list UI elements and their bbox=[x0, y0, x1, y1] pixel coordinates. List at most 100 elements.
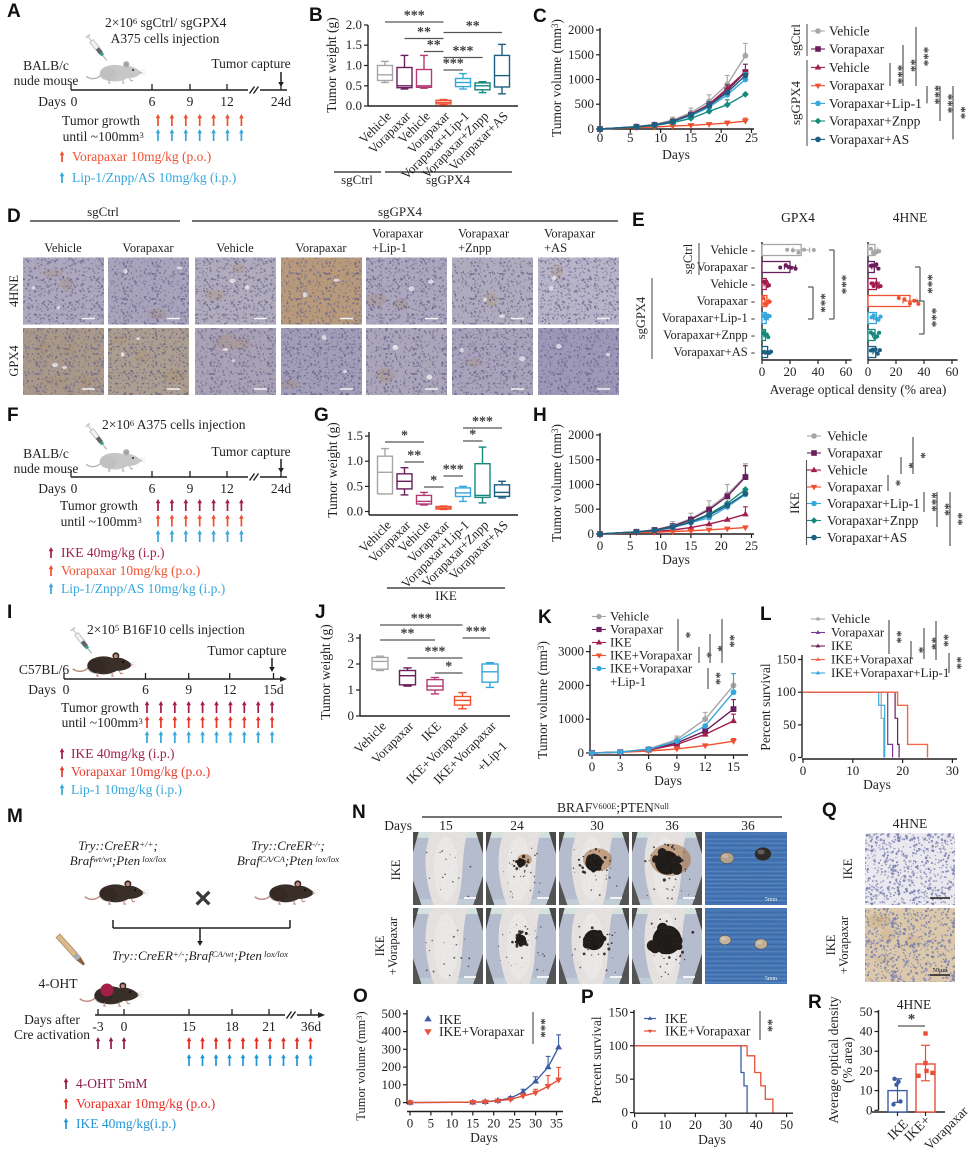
svg-text:***: *** bbox=[814, 293, 829, 313]
svg-text:0: 0 bbox=[790, 750, 797, 765]
svg-text:Days after: Days after bbox=[24, 1012, 80, 1027]
svg-text:0.0: 0.0 bbox=[346, 98, 362, 113]
svg-text:Lip-1 10mg/kg (i.p.): Lip-1 10mg/kg (i.p.) bbox=[71, 782, 182, 797]
svg-text:sgCtrl: sgCtrl bbox=[87, 204, 119, 219]
svg-text:Tumor weight (g): Tumor weight (g) bbox=[324, 17, 339, 113]
svg-text:100: 100 bbox=[609, 1038, 629, 1053]
svg-text:0: 0 bbox=[865, 364, 872, 379]
svg-text:Tumor volume (mm3): Tumor volume (mm3) bbox=[535, 641, 550, 759]
svg-text:Lip-1/Znpp/AS 10mg/kg (i.p.): Lip-1/Znpp/AS 10mg/kg (i.p.) bbox=[61, 581, 225, 596]
svg-text:Percent survival: Percent survival bbox=[758, 663, 773, 751]
svg-text:*: * bbox=[908, 1012, 916, 1028]
svg-text:40: 40 bbox=[750, 1117, 763, 1132]
svg-text:25: 25 bbox=[745, 130, 758, 145]
svg-text:Tumor volume (mm3): Tumor volume (mm3) bbox=[354, 1011, 368, 1120]
svg-text:24: 24 bbox=[510, 818, 524, 833]
svg-text:Days: Days bbox=[384, 818, 412, 833]
svg-text:+Lip-1: +Lip-1 bbox=[610, 674, 646, 689]
svg-text:IKE: IKE bbox=[439, 1012, 462, 1027]
svg-text:IKE+Vorapaxar: IKE+Vorapaxar bbox=[831, 652, 914, 667]
svg-text:0: 0 bbox=[800, 763, 807, 778]
svg-text:30: 30 bbox=[946, 763, 959, 778]
svg-text:***: *** bbox=[917, 47, 932, 67]
svg-text:IKE+Vorapaxar: IKE+Vorapaxar bbox=[610, 661, 693, 676]
svg-text:36d: 36d bbox=[301, 1019, 322, 1034]
svg-text:6: 6 bbox=[645, 759, 652, 774]
svg-text:until ~100mm: until ~100mm bbox=[63, 129, 140, 144]
svg-text:sgCtrl: sgCtrl bbox=[341, 172, 373, 187]
svg-text:Vehicle: Vehicle bbox=[44, 241, 82, 255]
svg-text:12: 12 bbox=[220, 481, 234, 496]
svg-text:***: *** bbox=[921, 274, 936, 294]
svg-text:Vorapaxar 10mg/kg (p.o.): Vorapaxar 10mg/kg (p.o.) bbox=[76, 1096, 215, 1111]
svg-text:*: * bbox=[445, 660, 452, 675]
svg-text:***: *** bbox=[453, 44, 474, 59]
svg-text:2×106 A375 cells injection: 2×106 A375 cells injection bbox=[102, 417, 246, 432]
svg-text:Vorapaxar+Znpp: Vorapaxar+Znpp bbox=[827, 513, 919, 528]
svg-text:6: 6 bbox=[149, 94, 156, 109]
svg-text:30: 30 bbox=[860, 1043, 873, 1058]
svg-text:BALB/c: BALB/c bbox=[23, 446, 69, 461]
svg-text:*: * bbox=[902, 462, 917, 469]
svg-text:P: P bbox=[581, 987, 594, 1008]
svg-text:5: 5 bbox=[627, 130, 634, 145]
svg-text:IKE: IKE bbox=[787, 492, 802, 514]
svg-text:**: ** bbox=[938, 503, 953, 516]
svg-text:Vorapaxar: Vorapaxar bbox=[544, 227, 596, 241]
svg-text:sgGPX4: sgGPX4 bbox=[634, 296, 648, 339]
svg-text:Vorapaxar+Znpp -: Vorapaxar+Znpp - bbox=[663, 328, 755, 342]
svg-text:***: *** bbox=[425, 645, 446, 660]
svg-text:Days: Days bbox=[698, 1132, 726, 1147]
svg-text:60: 60 bbox=[840, 364, 853, 379]
svg-text:**: ** bbox=[937, 634, 952, 647]
svg-text:Vorapaxar -: Vorapaxar - bbox=[697, 260, 755, 274]
svg-text:Vorapaxar: Vorapaxar bbox=[831, 625, 885, 640]
svg-text:Vorapaxar: Vorapaxar bbox=[829, 78, 885, 93]
svg-text:Days: Days bbox=[470, 1130, 498, 1145]
svg-text:Vorapaxar: Vorapaxar bbox=[122, 241, 174, 255]
svg-text:500: 500 bbox=[575, 501, 595, 516]
svg-text:**: ** bbox=[407, 449, 421, 464]
svg-text:***: *** bbox=[472, 415, 493, 430]
svg-text:50: 50 bbox=[860, 1004, 873, 1019]
svg-text:***: *** bbox=[941, 94, 956, 114]
svg-text:21: 21 bbox=[262, 1019, 276, 1034]
svg-text:9: 9 bbox=[187, 94, 194, 109]
svg-text:9: 9 bbox=[674, 759, 681, 774]
svg-text:Vorapaxar: Vorapaxar bbox=[827, 446, 883, 461]
svg-text:GPX4: GPX4 bbox=[7, 345, 21, 377]
svg-text:N: N bbox=[352, 802, 366, 823]
svg-text:1000: 1000 bbox=[568, 477, 594, 492]
svg-text:Vorapaxar: Vorapaxar bbox=[829, 42, 885, 57]
svg-text:Vorapaxar: Vorapaxar bbox=[295, 241, 347, 255]
svg-text:100: 100 bbox=[382, 1077, 402, 1092]
svg-text:Tumor growth: Tumor growth bbox=[61, 700, 139, 715]
svg-text:IKE 40mg/kg (i.p.): IKE 40mg/kg (i.p.) bbox=[61, 545, 165, 560]
svg-text:5: 5 bbox=[627, 538, 634, 553]
svg-text:150: 150 bbox=[777, 652, 797, 667]
svg-text:O: O bbox=[353, 986, 368, 1007]
svg-text:50: 50 bbox=[783, 717, 796, 732]
svg-text:IKE: IKE bbox=[610, 635, 632, 650]
svg-text:Lip-1/Znpp/AS 10mg/kg (i.p.): Lip-1/Znpp/AS 10mg/kg (i.p.) bbox=[72, 170, 236, 185]
svg-text:Vorapaxar: Vorapaxar bbox=[372, 227, 424, 241]
svg-text:A: A bbox=[7, 1, 21, 22]
svg-text:***: *** bbox=[404, 9, 425, 24]
svg-text:IKE+Vorapaxar: IKE+Vorapaxar bbox=[439, 1024, 525, 1039]
svg-text:50μm: 50μm bbox=[932, 967, 947, 974]
svg-text:50: 50 bbox=[780, 1117, 793, 1132]
svg-text:10: 10 bbox=[445, 1116, 458, 1131]
svg-text:*: * bbox=[469, 428, 476, 443]
svg-text:0: 0 bbox=[578, 745, 585, 760]
svg-text:+Vorapaxar: +Vorapaxar bbox=[386, 916, 400, 975]
svg-text:BrafCA/CA;Pten lox/lox: BrafCA/CA;Pten lox/lox bbox=[237, 853, 339, 868]
svg-text:Days: Days bbox=[38, 481, 66, 496]
svg-text:10: 10 bbox=[654, 538, 667, 553]
svg-text:0: 0 bbox=[588, 526, 595, 541]
svg-text:200: 200 bbox=[382, 1059, 402, 1074]
svg-text:Try::CreER+/-;BrafCA/wt;Pten l: Try::CreER+/-;BrafCA/wt;Pten lox/lox bbox=[112, 948, 288, 963]
svg-text:30: 30 bbox=[590, 818, 604, 833]
svg-text:+Vorapaxar: +Vorapaxar bbox=[837, 915, 851, 974]
svg-text:***: *** bbox=[534, 1018, 549, 1038]
svg-text:20: 20 bbox=[890, 364, 903, 379]
